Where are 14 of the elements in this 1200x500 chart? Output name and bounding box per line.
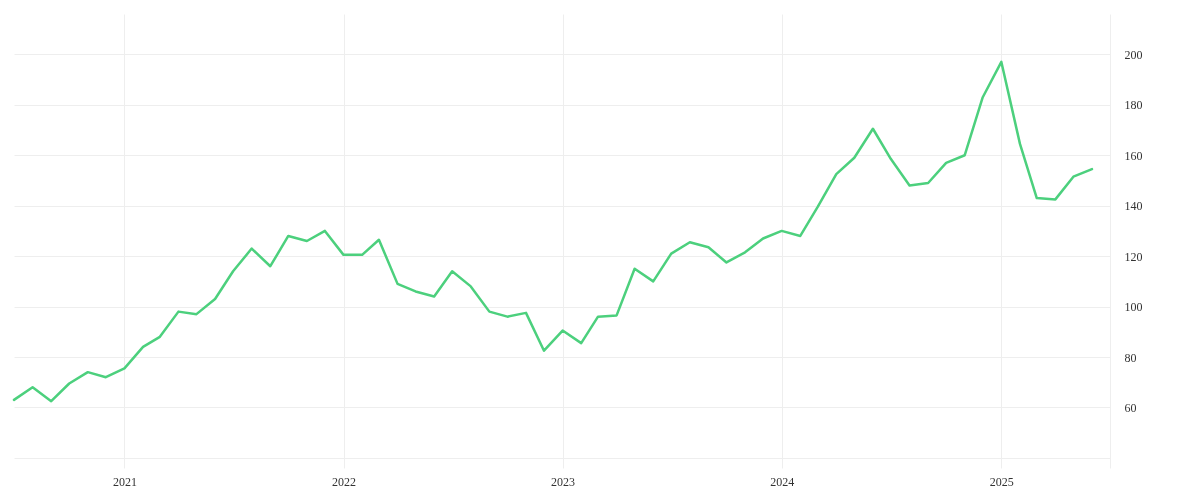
y-tick-label: 60 <box>1124 400 1137 415</box>
y-tick-label: 200 <box>1124 47 1143 62</box>
y-tick-label: 160 <box>1124 148 1143 163</box>
y-tick-label: 100 <box>1124 300 1143 315</box>
x-tick-label: 2022 <box>332 474 357 489</box>
x-tick-label: 2025 <box>989 474 1014 489</box>
line-series <box>12 60 1094 403</box>
x-tick-label: 2024 <box>770 474 795 489</box>
x-tick-label: 2023 <box>551 474 576 489</box>
y-tick-label: 120 <box>1124 249 1143 264</box>
y-tick-label: 180 <box>1124 98 1143 113</box>
y-tick-label: 80 <box>1124 350 1137 365</box>
x-tick-label: 2021 <box>112 474 137 489</box>
y-tick-label: 140 <box>1124 199 1143 214</box>
